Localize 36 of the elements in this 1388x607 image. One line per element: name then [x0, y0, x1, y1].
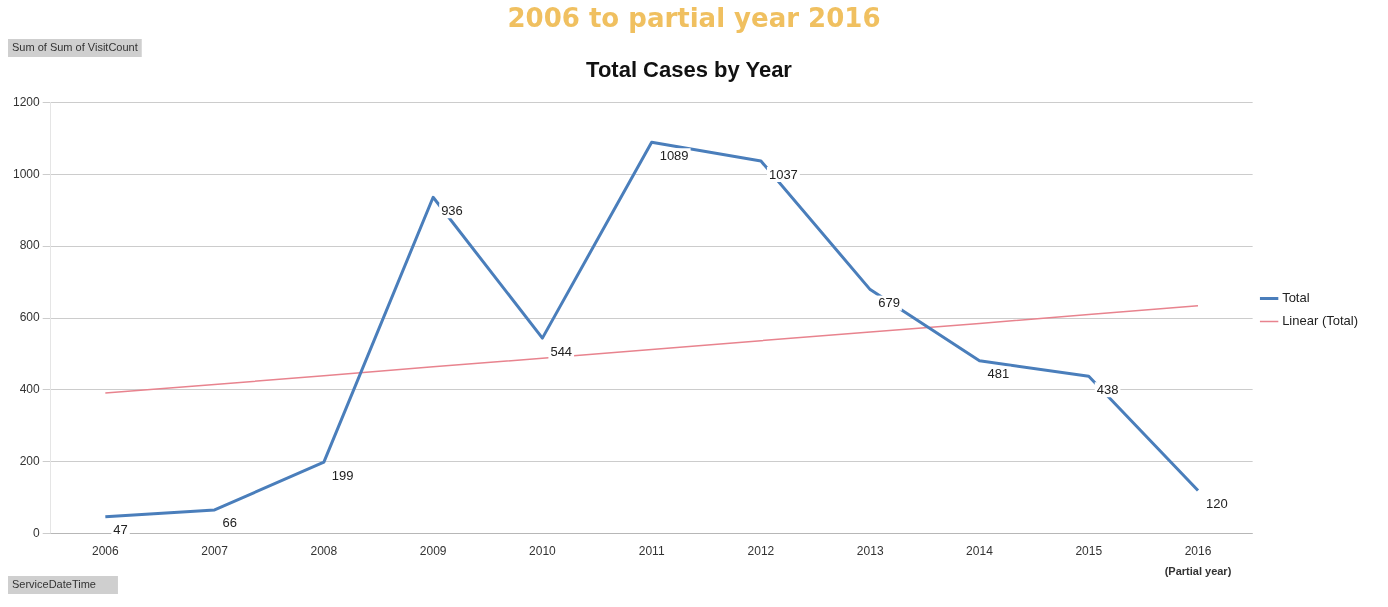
text: ServiceDateTime — [12, 578, 96, 591]
y-tick-label: 1200 — [12, 94, 41, 109]
data-label: 544 — [550, 343, 573, 359]
x-tick-label: 2015 — [1075, 544, 1103, 559]
y-tick-label: 1000 — [12, 166, 41, 181]
x-tick-label: 2011 — [638, 544, 665, 559]
data-label: 1037 — [768, 166, 798, 182]
y-tick-label: 0 — [33, 525, 41, 540]
x-tick-label: 2016 — [1184, 544, 1212, 559]
y-tick-label: 400 — [19, 382, 41, 397]
chart-subtitle: 2006 to partial year 2016 — [506, 2, 882, 35]
x-tick-label: 2008 — [310, 544, 338, 559]
x-tick-label: 2009 — [419, 544, 447, 559]
data-label: 120 — [1206, 496, 1228, 512]
y-tick-label: 200 — [19, 454, 41, 469]
data-label: 679 — [878, 295, 900, 311]
data-label: 481 — [987, 366, 1010, 382]
legend-label: Total — [1282, 290, 1310, 306]
data-label: 438 — [1096, 381, 1119, 397]
x-tick-label: 2007 — [201, 544, 229, 559]
x-tick-label: 2013 — [856, 544, 884, 559]
x-tick-label: 2006 — [91, 544, 119, 559]
x-tick-label: 2014 — [966, 544, 994, 559]
data-label: 936 — [441, 202, 463, 218]
data-label: 199 — [331, 467, 354, 483]
data-label: 1089 — [659, 147, 689, 163]
legend-label: Linear (Total) — [1282, 313, 1359, 329]
x-tick-label: 2010 — [529, 544, 557, 559]
chart-title: Total Cases by Year — [586, 57, 793, 83]
text: (Partial year) — [1164, 565, 1232, 578]
data-label: 66 — [222, 515, 238, 531]
x-tick-label: 2012 — [747, 544, 775, 559]
text: Sum of Sum of VisitCount — [12, 41, 138, 54]
data-label: 47 — [113, 522, 128, 538]
y-tick-label: 800 — [19, 238, 41, 253]
y-tick-label: 600 — [19, 310, 41, 325]
